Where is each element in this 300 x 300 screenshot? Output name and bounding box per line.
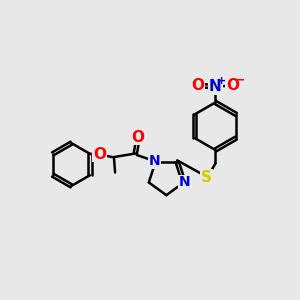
Text: +: +: [216, 76, 226, 86]
Text: N: N: [179, 176, 190, 189]
Text: N: N: [209, 80, 222, 94]
Text: O: O: [93, 147, 106, 162]
Text: −: −: [235, 74, 246, 87]
Text: N: N: [149, 154, 161, 168]
Text: O: O: [131, 130, 144, 145]
Text: O: O: [192, 78, 205, 93]
Text: O: O: [226, 78, 239, 93]
Text: S: S: [201, 170, 212, 185]
